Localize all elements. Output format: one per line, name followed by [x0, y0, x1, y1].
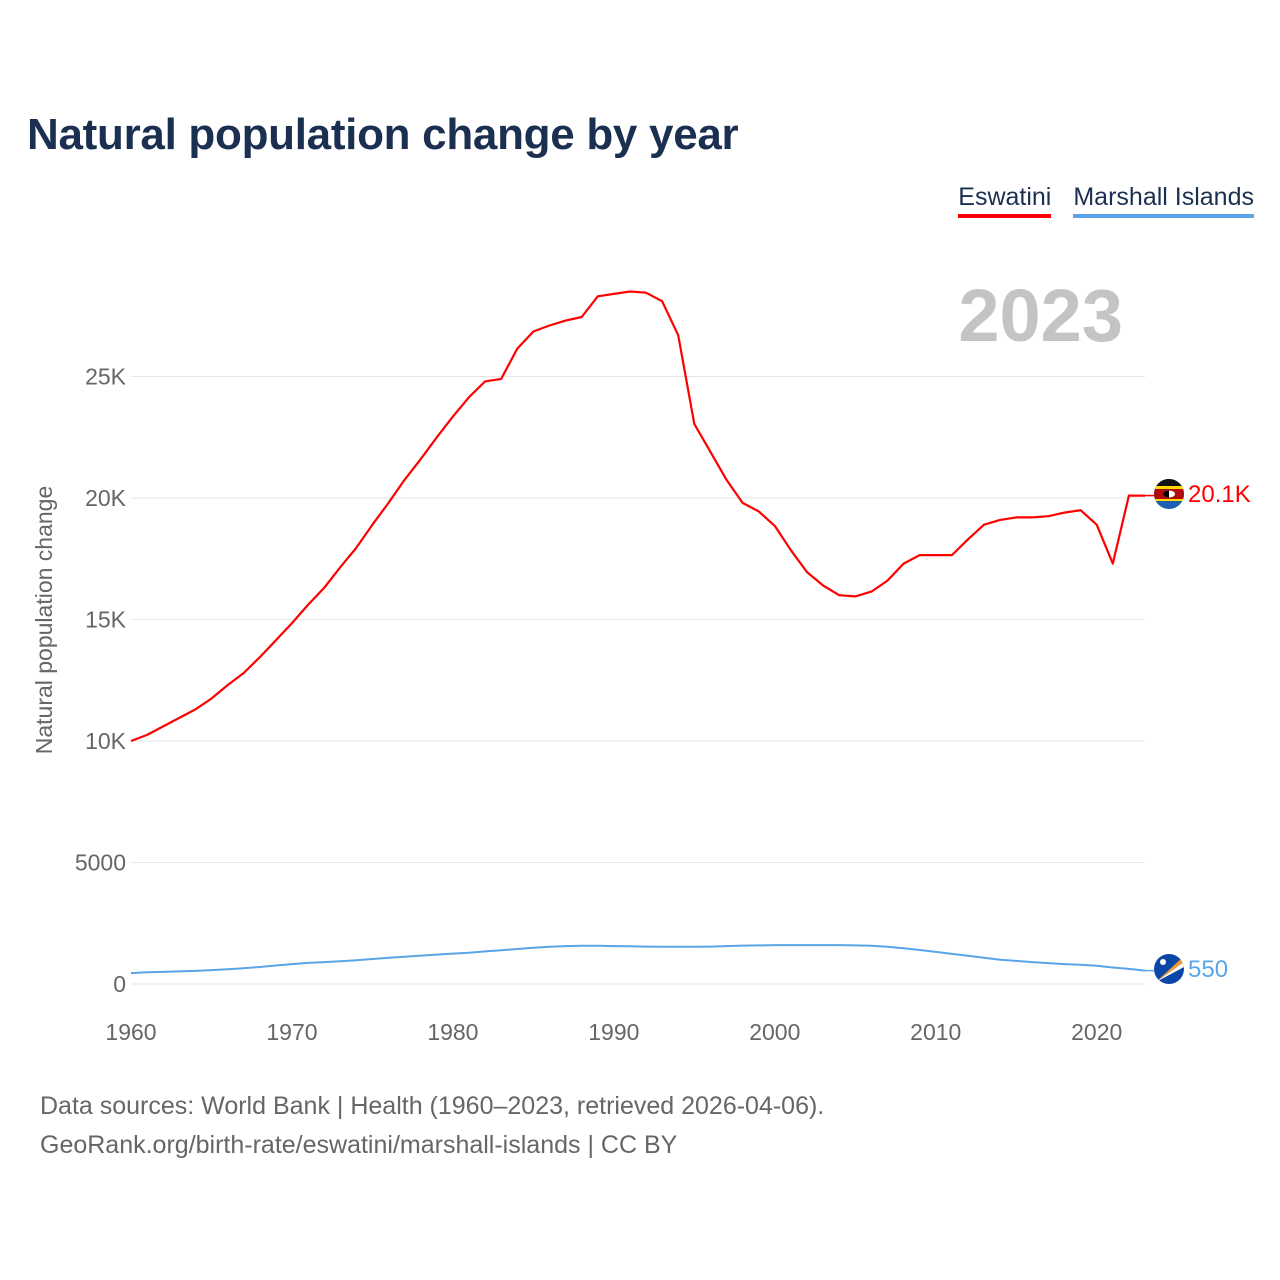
y-tick-label: 15K: [85, 607, 127, 633]
source-note: Data sources: World Bank | Health (1960–…: [40, 1087, 824, 1165]
marshall-islands-end-label: 550: [1188, 956, 1228, 983]
legend: Eswatini Marshall Islands: [958, 183, 1254, 218]
series-line-marshall-islands: [130, 944, 1146, 975]
x-tick-label: 1970: [266, 1019, 317, 1045]
y-tick-label: 0: [113, 971, 126, 997]
x-tick-label: 1990: [588, 1019, 639, 1045]
x-tick-label: 2020: [1071, 1019, 1122, 1045]
x-tick-label: 2010: [910, 1019, 961, 1045]
year-label: 2023: [958, 274, 1123, 357]
eswatini-end-label: 20.1K: [1188, 481, 1251, 508]
y-tick-label: 5000: [75, 850, 126, 876]
y-tick-label: 10K: [85, 728, 127, 754]
series-line-eswatini: [130, 290, 1145, 743]
source-line-2[interactable]: GeoRank.org/birth-rate/eswatini/marshall…: [40, 1131, 678, 1159]
legend-item-eswatini[interactable]: Eswatini: [958, 183, 1052, 218]
y-axis-label: Natural population change: [31, 486, 57, 755]
legend-item-marshall-islands[interactable]: Marshall Islands: [1073, 183, 1254, 218]
chart-title: Natural population change by year: [27, 110, 739, 159]
x-tick-label: 2000: [749, 1019, 800, 1045]
x-tick-label: 1960: [105, 1019, 156, 1045]
x-tick-label: 1980: [427, 1019, 478, 1045]
eswatini-flag-icon: [1154, 479, 1184, 509]
source-line-1: Data sources: World Bank | Health (1960–…: [40, 1092, 825, 1120]
y-tick-label: 20K: [85, 485, 127, 511]
y-tick-label: 25K: [85, 364, 127, 390]
marshall-islands-flag-icon: [1154, 954, 1184, 984]
